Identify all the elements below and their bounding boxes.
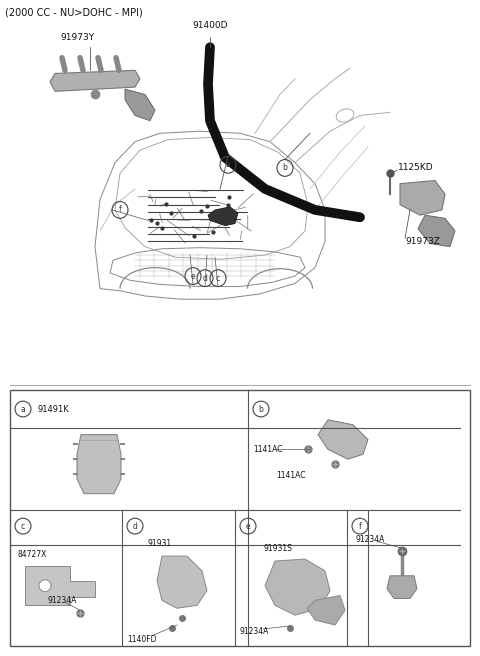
Text: 91931: 91931 <box>147 539 171 548</box>
Polygon shape <box>157 556 207 608</box>
Text: f: f <box>119 205 121 215</box>
Polygon shape <box>418 215 455 247</box>
Text: c: c <box>21 522 25 531</box>
Polygon shape <box>318 420 368 459</box>
Text: 84727X: 84727X <box>18 550 48 559</box>
Text: b: b <box>283 163 288 173</box>
Polygon shape <box>50 70 140 91</box>
Text: 1140FD: 1140FD <box>127 635 156 644</box>
Text: 91973Y: 91973Y <box>60 33 94 42</box>
Polygon shape <box>208 207 238 226</box>
Text: a: a <box>21 405 25 413</box>
Text: 91234A: 91234A <box>240 627 269 636</box>
Text: 91234A: 91234A <box>355 535 384 544</box>
Polygon shape <box>125 89 155 121</box>
Text: 1141AC: 1141AC <box>276 472 305 480</box>
Polygon shape <box>307 596 345 625</box>
Text: e: e <box>191 272 195 281</box>
Text: c: c <box>216 274 220 283</box>
Circle shape <box>39 580 51 592</box>
Text: e: e <box>246 522 250 531</box>
Text: 91931S: 91931S <box>263 544 292 553</box>
Text: 91491K: 91491K <box>38 405 70 413</box>
Polygon shape <box>387 576 417 598</box>
Text: 91400D: 91400D <box>192 22 228 30</box>
Polygon shape <box>77 435 121 493</box>
Text: d: d <box>203 274 207 283</box>
Text: 1141AC: 1141AC <box>253 445 283 454</box>
Text: 1125KD: 1125KD <box>398 163 433 172</box>
Text: 91973Z: 91973Z <box>405 237 440 245</box>
Text: d: d <box>132 522 137 531</box>
Text: a: a <box>226 160 230 169</box>
Polygon shape <box>25 566 95 605</box>
Text: b: b <box>259 405 264 413</box>
Polygon shape <box>265 559 330 615</box>
Text: 91234A: 91234A <box>48 596 77 605</box>
Text: (2000 CC - NU>DOHC - MPI): (2000 CC - NU>DOHC - MPI) <box>5 7 143 17</box>
Polygon shape <box>400 180 445 215</box>
Text: f: f <box>359 522 361 531</box>
